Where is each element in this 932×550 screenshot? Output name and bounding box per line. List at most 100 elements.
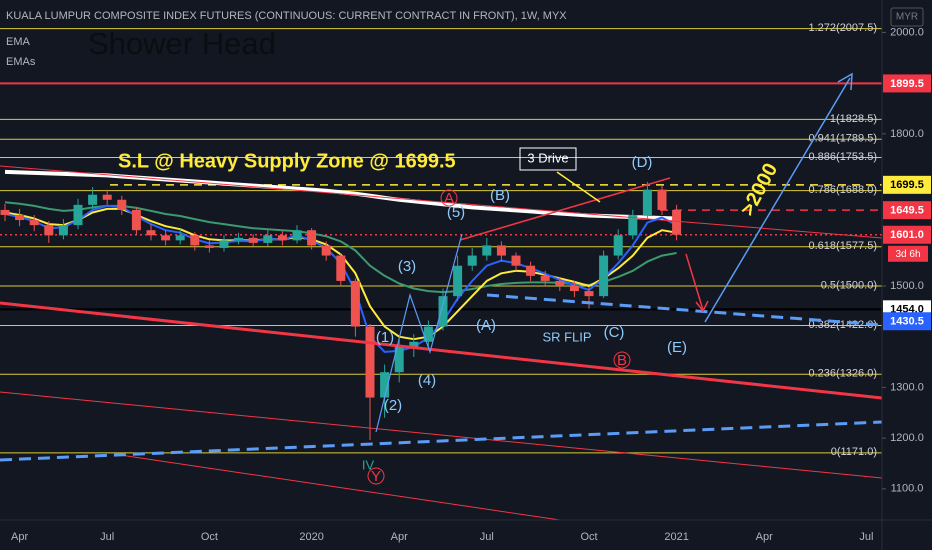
trend-line [0,301,883,400]
x-tick-label: Apr [391,531,408,543]
x-tick-label: Oct [201,531,218,543]
price-tag [883,74,931,93]
fib-label: 0.941(1789.5) [809,133,878,145]
currency: MYR [896,12,918,23]
candle-body [584,291,594,297]
y-tick-label: 1500.0 [890,280,924,292]
fib-label: 0.618(1577.5) [809,240,878,252]
price-tag-label: 1899.5 [890,78,924,90]
candle-body [88,194,98,205]
wave-line [375,233,463,433]
candle-body [540,275,550,281]
trend-line [459,177,671,241]
candle-body [453,265,463,297]
price-tag-label: 1649.5 [890,205,924,217]
candle-body [613,235,623,256]
candle-body [467,255,477,266]
candle-body [526,265,536,276]
price-tag [883,225,931,244]
wave-label: (A) [476,317,496,334]
candle-body [482,245,492,256]
candle-body [204,245,214,248]
trend-line [0,165,883,239]
candle-body [248,237,258,243]
candle-body [263,235,273,243]
candle-body [569,285,579,292]
support-line [486,293,883,327]
candle-body [234,237,244,241]
price-tag-label: 1601.0 [890,229,924,241]
candle-body [29,220,39,226]
candle-body [131,209,141,231]
label-box [519,147,577,171]
wave-label: (3) [398,258,416,275]
candle-body [277,235,287,241]
candle-body [0,209,10,215]
countdown: 3d 6h [895,249,920,260]
price-tag [883,312,931,331]
candle-body [365,326,375,398]
x-tick-label: 2020 [299,531,323,543]
candle-body [672,209,682,235]
x-tick-label: 2021 [664,531,688,543]
y-tick-label: 1800.0 [890,128,924,140]
candle-body [642,189,652,215]
wave-label: (B) [490,187,510,204]
candle-body [146,230,156,236]
three-drive-note: 3 Drive [527,150,568,165]
sr-flip-note: SR FLIP [542,329,591,344]
candle-body [219,240,229,248]
fib-label: 1.272(2007.5) [809,22,878,34]
pointer-line [556,171,601,203]
x-tick-label: Jul [100,531,114,543]
candle-body [496,245,506,256]
candle-body [102,194,112,200]
wave-label: Y [371,468,381,485]
candle-body [657,189,667,210]
candle-body [350,280,360,327]
candle-body [15,214,25,221]
wave-label: (4) [418,372,436,389]
price-tag [883,201,931,220]
wave-circle [613,351,631,369]
price-tag-label: 1430.5 [890,316,924,328]
chart-title: KUALA LUMPUR COMPOSITE INDEX FUTURES (CO… [6,10,567,22]
candle-body [161,235,171,241]
heading: Shower Head [88,26,276,61]
fib-label: 0(1171.0) [831,446,877,458]
candle-body [58,225,68,236]
x-tick-label: Apr [11,531,28,543]
candle-body [628,214,638,236]
plot-area: 1.272(2007.5) 1(1828.5) 0.941(1789.5) 0.886… [0,22,882,458]
x-tick-label: Oct [580,531,597,543]
indicator-name: EMA [6,36,31,48]
x-tick-label: Apr [756,531,773,543]
y-tick-label: 2000.0 [890,26,924,38]
candle-body [117,199,127,210]
countdown-tag [888,245,928,262]
fib-label: 1(1828.5) [830,113,877,125]
target-arrow [704,77,851,323]
price-tag [883,175,931,194]
supply-zone-note: S.L @ Heavy Supply Zone @ 1699.5 [118,150,456,172]
wave-label: (E) [667,339,687,356]
wave-label: B [617,352,627,369]
candle-body [292,230,302,241]
wave-label: (D) [632,154,653,171]
candle-body [599,255,609,297]
candle-body [511,255,521,266]
x-tick-label: Jul [480,531,494,543]
candle-body [44,225,54,236]
y-tick-label: 1300.0 [890,381,924,393]
fib-label: 0.786(1688.0) [809,184,878,196]
wave-label: A [444,190,454,207]
candle-body [336,255,346,281]
fib-label: 0.236(1326.0) [809,368,878,380]
x-tick-label: Jul [859,531,873,543]
candle-body [438,296,448,327]
drawings [0,72,883,521]
wave-label: (2) [384,397,402,414]
candle-body [175,235,185,241]
fib-label: 0.886(1753.5) [809,151,878,163]
